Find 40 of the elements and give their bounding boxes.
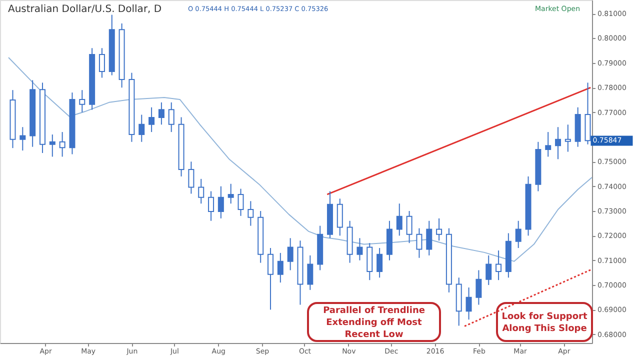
annotation: Look for Support Along This Slope (502, 312, 588, 334)
candlestick (79, 90, 86, 113)
line-series (8, 56, 592, 262)
annotation: Parallel of Trendline Extending off Most Recent Low (323, 306, 425, 340)
candlestick (49, 134, 56, 158)
candlestick (486, 254, 492, 286)
candlestick (406, 210, 412, 244)
candlestick (277, 252, 284, 284)
candlestick (336, 198, 343, 236)
candlestick (188, 161, 194, 194)
candlestick (238, 188, 244, 216)
candlestick (356, 238, 363, 261)
candlestick (198, 178, 204, 204)
candlestick (20, 126, 26, 152)
candlestick (268, 247, 274, 310)
candlestick (396, 203, 402, 236)
candlestick (496, 250, 502, 281)
candlestick (376, 247, 383, 278)
candlestick (436, 218, 442, 242)
candlestick (138, 114, 145, 142)
candlestick (98, 48, 105, 78)
candlestick (416, 228, 422, 258)
candlestick (307, 254, 314, 290)
chart-title: Australian Dollar/U.S. Dollar, D (8, 4, 162, 15)
candlestick (168, 102, 174, 133)
candlestick (426, 220, 432, 256)
candlestick (228, 183, 234, 204)
candlestick (59, 132, 66, 158)
candlestick (564, 124, 571, 152)
candlestick (248, 200, 254, 226)
candlestick (466, 286, 472, 320)
candlestick (545, 132, 552, 158)
candlestick (555, 126, 562, 160)
candlestick (476, 270, 482, 306)
candlestick (158, 102, 164, 126)
candlestick (515, 220, 522, 248)
candlestick (218, 186, 224, 219)
candlestick (287, 238, 294, 271)
candlestick (208, 190, 214, 222)
candlestick (148, 106, 155, 133)
